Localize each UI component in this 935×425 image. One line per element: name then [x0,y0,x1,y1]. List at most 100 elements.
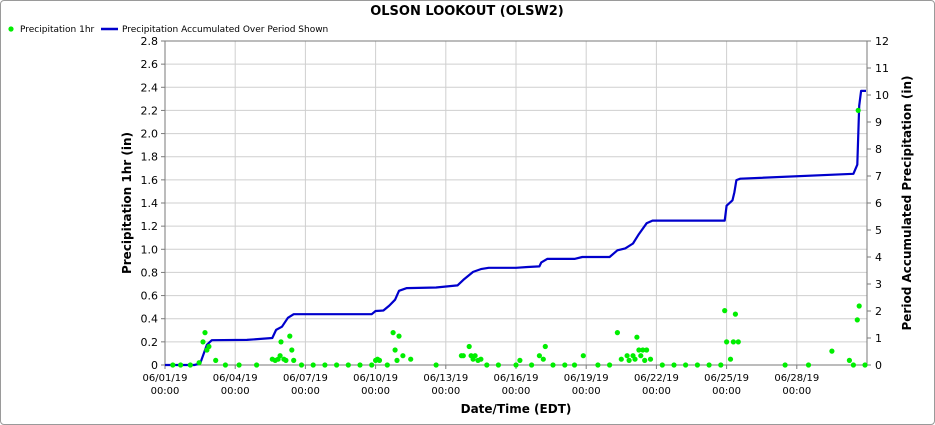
precip-1hr-point [287,333,293,339]
precip-1hr-point [289,347,295,353]
y-right-tick-label: 4 [875,251,882,264]
precip-1hr-point [640,347,646,353]
precip-1hr-point [571,362,578,368]
y-left-tick-label: 0 [151,359,158,372]
y-right-tick-label: 7 [875,170,882,183]
precip-1hr-point [291,357,297,363]
x-tick-time-label: 00:00 [431,386,460,397]
y-left-tick-label: 0.8 [141,266,159,279]
precip-1hr-point [200,339,206,345]
precip-1hr-point [730,339,737,345]
precip-1hr-point [659,362,665,368]
x-tick-time-label: 00:00 [642,386,671,397]
y-right-tick-label: 9 [875,116,882,129]
precip-1hr-point [472,353,478,359]
precip-1hr-point [562,362,568,368]
precip-1hr-point [642,357,648,363]
x-tick-date-label: 06/28/19 [774,373,819,384]
precip-1hr-point [706,362,712,368]
precip-1hr-point [805,362,812,368]
precip-1hr-point [495,362,501,368]
precip-1hr-point [735,339,741,345]
precip-1hr-point [550,362,556,368]
y-right-tick-label: 6 [875,197,882,210]
y-left-tick-label: 2.4 [141,81,159,94]
precip-1hr-point [236,362,242,368]
y-right-tick-label: 2 [875,305,882,318]
y-right-tick-label: 8 [875,143,882,156]
precip-1hr-point [850,362,857,368]
precip-1hr-point [694,362,701,368]
precip-1hr-point [862,362,868,368]
x-tick-time-label: 00:00 [572,386,601,397]
precip-1hr-point [846,357,853,363]
x-tick-date-label: 06/07/19 [283,373,328,384]
precip-1hr-point [460,353,466,359]
x-tick-date-label: 06/25/19 [704,373,749,384]
x-tick-date-label: 06/22/19 [634,373,679,384]
precip-1hr-point [529,362,535,368]
precip-1hr-point [298,362,305,368]
y-right-tick-label: 3 [875,278,882,291]
precip-1hr-point [466,343,472,350]
x-tick-time-label: 00:00 [291,386,320,397]
precip-1hr-point [671,362,677,368]
y-left-tick-label: 1.8 [141,151,159,164]
x-tick-date-label: 06/16/19 [494,373,539,384]
y-left-tick-label: 0.6 [141,290,159,303]
precip-1hr-point [376,357,383,363]
legend-marker-precip-1hr [8,26,14,32]
precip-1hr-point [727,356,734,362]
y-left-tick-label: 1.4 [141,197,159,210]
precip-1hr-point [580,353,586,359]
precip-1hr-point [595,362,601,368]
x-axis-title: Date/Time (EDT) [461,402,572,416]
y-left-tick-label: 2.2 [141,104,159,117]
grid [164,40,867,366]
precip-1hr-point [254,362,260,368]
y-axis-left-title: Precipitation 1hr (in) [120,132,134,274]
x-tick-time-label: 00:00 [712,386,741,397]
precip-1hr-point [724,339,730,345]
precip-1hr-point [278,339,284,345]
precip-1hr-point [536,353,543,359]
precip-1hr-point [513,362,519,368]
precip-1hr-point [540,356,546,362]
precip-1hr-point [782,362,788,368]
precip-1hr-point [408,356,414,362]
precip-1hr-series [170,107,868,368]
precip-1hr-point [618,356,624,362]
x-tick-date-label: 06/19/19 [564,373,609,384]
precip-1hr-point [542,343,548,350]
precip-1hr-point [222,362,228,368]
precip-1hr-point [636,347,642,353]
precip-1hr-point [170,362,176,368]
x-tick-time-label: 00:00 [221,386,250,397]
y-axis-right-title: Period Accumulated Precipitation (in) [900,76,914,331]
precip-1hr-point [607,362,613,368]
legend: Precipitation 1hr Precipitation Accumula… [8,25,328,35]
y-left-tick-label: 1.2 [141,220,159,233]
precip-1hr-point [202,330,208,336]
precip-1hr-point [400,353,406,359]
precip-1hr-point [732,311,739,317]
precip-1hr-point [390,330,396,336]
precip-1hr-point [829,348,835,354]
y-left-tick-label: 1.6 [141,174,159,187]
y-right-tick-label: 11 [875,62,889,75]
y-right-tick-label: 1 [875,332,882,345]
precip-1hr-point [357,362,363,368]
precip-1hr-point [722,308,728,314]
precip-1hr-point [856,303,862,309]
y-left-tick-label: 2.8 [141,35,159,48]
precip-1hr-point [384,362,390,368]
precip-1hr-point [322,362,328,368]
x-tick-time-label: 00:00 [782,386,811,397]
y-right-tick-label: 0 [875,359,882,372]
y-left-tick-label: 0.4 [141,313,159,326]
y-left-tick-label: 2.0 [141,128,159,141]
precip-1hr-point [718,362,724,368]
precip-1hr-point [277,353,283,359]
precip-1hr-point [626,357,632,363]
